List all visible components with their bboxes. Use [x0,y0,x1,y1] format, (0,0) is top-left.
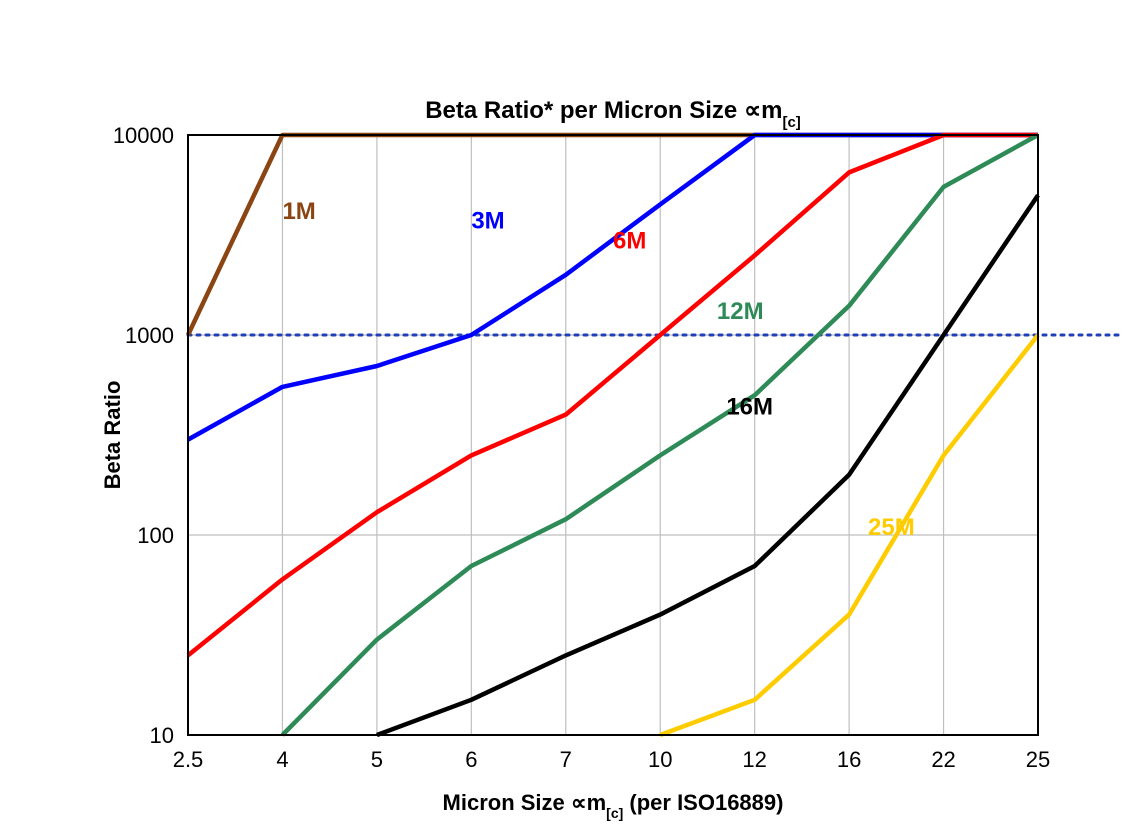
x-tick-label: 22 [931,747,955,772]
x-tick-label: 12 [742,747,766,772]
y-tick-label: 1000 [125,323,174,348]
beta-ratio-chart: 10 100 1000 10000 2.5 4 5 6 7 10 12 16 22 25 1M 3M 6M 12M… [0,0,1138,840]
x-tick-label: 5 [371,747,383,772]
y-tick-label: 10 [150,723,174,748]
y-tick-label: 10000 [113,123,174,148]
series-label-1M: 1M [282,198,315,225]
y-axis-title: Beta Ratio [100,381,125,490]
y-tick-label: 100 [137,523,174,548]
series-label-12M: 12M [717,298,764,325]
x-tick-label: 7 [560,747,572,772]
x-tick-label: 4 [276,747,288,772]
chart-svg: 10 100 1000 10000 2.5 4 5 6 7 10 12 16 22 25 1M 3M 6M 12M… [0,0,1138,840]
series-label-25M: 25M [868,514,915,541]
series-label-3M: 3M [471,208,504,235]
x-tick-label: 10 [648,747,672,772]
series-label-6M: 6M [613,228,646,255]
x-tick-label: 6 [465,747,477,772]
x-tick-label: 2.5 [173,747,204,772]
x-tick-label: 16 [837,747,861,772]
series-label-16M: 16M [726,394,773,421]
x-tick-label: 25 [1026,747,1050,772]
